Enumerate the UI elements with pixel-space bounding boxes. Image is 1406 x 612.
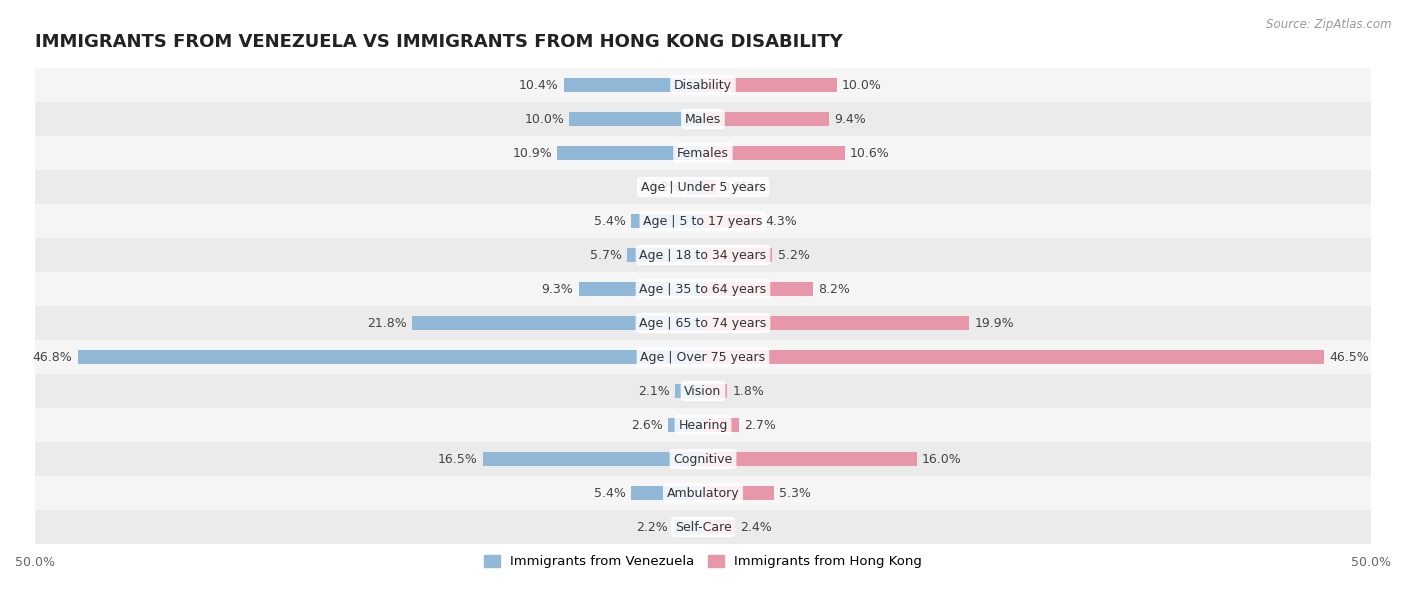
- Text: 5.4%: 5.4%: [593, 215, 626, 228]
- Bar: [703, 350, 1324, 364]
- Text: Vision: Vision: [685, 384, 721, 398]
- Text: 10.4%: 10.4%: [519, 78, 558, 92]
- Text: 5.2%: 5.2%: [778, 248, 810, 261]
- Bar: [703, 180, 716, 194]
- Text: 2.1%: 2.1%: [638, 384, 669, 398]
- Text: 5.3%: 5.3%: [779, 487, 811, 499]
- Text: Age | 65 to 74 years: Age | 65 to 74 years: [640, 316, 766, 329]
- Text: Disability: Disability: [673, 78, 733, 92]
- Text: 9.4%: 9.4%: [834, 113, 866, 125]
- Bar: [77, 350, 703, 364]
- Text: Age | 5 to 17 years: Age | 5 to 17 years: [644, 215, 762, 228]
- Bar: [703, 248, 772, 262]
- Text: 1.8%: 1.8%: [733, 384, 765, 398]
- Text: Cognitive: Cognitive: [673, 452, 733, 466]
- Text: 8.2%: 8.2%: [818, 283, 849, 296]
- Bar: [557, 146, 703, 160]
- Bar: [35, 340, 1371, 374]
- Bar: [569, 112, 703, 126]
- Bar: [35, 306, 1371, 340]
- Text: 21.8%: 21.8%: [367, 316, 406, 329]
- Bar: [482, 452, 703, 466]
- Legend: Immigrants from Venezuela, Immigrants from Hong Kong: Immigrants from Venezuela, Immigrants fr…: [478, 550, 928, 573]
- Bar: [703, 384, 727, 398]
- Bar: [668, 418, 703, 432]
- Bar: [703, 452, 917, 466]
- Text: 4.3%: 4.3%: [766, 215, 797, 228]
- Text: 0.95%: 0.95%: [721, 181, 761, 193]
- Text: Age | 35 to 64 years: Age | 35 to 64 years: [640, 283, 766, 296]
- Bar: [703, 78, 837, 92]
- Text: 5.4%: 5.4%: [593, 487, 626, 499]
- Bar: [703, 486, 773, 500]
- Text: 10.0%: 10.0%: [524, 113, 564, 125]
- Bar: [703, 418, 740, 432]
- Text: Ambulatory: Ambulatory: [666, 487, 740, 499]
- Bar: [35, 136, 1371, 170]
- Bar: [703, 112, 828, 126]
- Text: IMMIGRANTS FROM VENEZUELA VS IMMIGRANTS FROM HONG KONG DISABILITY: IMMIGRANTS FROM VENEZUELA VS IMMIGRANTS …: [35, 34, 842, 51]
- Text: Age | 18 to 34 years: Age | 18 to 34 years: [640, 248, 766, 261]
- Bar: [564, 78, 703, 92]
- Text: 2.6%: 2.6%: [631, 419, 662, 431]
- Bar: [631, 214, 703, 228]
- Text: 10.0%: 10.0%: [842, 78, 882, 92]
- Bar: [627, 248, 703, 262]
- Bar: [35, 68, 1371, 102]
- Text: 19.9%: 19.9%: [974, 316, 1014, 329]
- Bar: [579, 282, 703, 296]
- Text: 16.5%: 16.5%: [437, 452, 477, 466]
- Bar: [35, 102, 1371, 136]
- Text: Females: Females: [678, 146, 728, 160]
- Text: 46.8%: 46.8%: [32, 351, 72, 364]
- Text: 46.5%: 46.5%: [1330, 351, 1369, 364]
- Text: 2.7%: 2.7%: [744, 419, 776, 431]
- Text: 2.4%: 2.4%: [741, 521, 772, 534]
- Bar: [675, 384, 703, 398]
- Bar: [35, 272, 1371, 306]
- Text: 5.7%: 5.7%: [589, 248, 621, 261]
- Bar: [35, 476, 1371, 510]
- Bar: [703, 282, 813, 296]
- Text: Self-Care: Self-Care: [675, 521, 731, 534]
- Bar: [35, 204, 1371, 238]
- Text: Source: ZipAtlas.com: Source: ZipAtlas.com: [1267, 18, 1392, 31]
- Text: 10.9%: 10.9%: [512, 146, 553, 160]
- Text: Age | Under 5 years: Age | Under 5 years: [641, 181, 765, 193]
- Bar: [703, 520, 735, 534]
- Bar: [35, 408, 1371, 442]
- Text: Age | Over 75 years: Age | Over 75 years: [641, 351, 765, 364]
- Text: 16.0%: 16.0%: [922, 452, 962, 466]
- Text: Hearing: Hearing: [678, 419, 728, 431]
- Bar: [703, 214, 761, 228]
- Text: 1.2%: 1.2%: [650, 181, 682, 193]
- Bar: [35, 442, 1371, 476]
- Text: Males: Males: [685, 113, 721, 125]
- Bar: [35, 374, 1371, 408]
- Bar: [35, 238, 1371, 272]
- Bar: [673, 520, 703, 534]
- Bar: [35, 170, 1371, 204]
- Text: 9.3%: 9.3%: [541, 283, 574, 296]
- Bar: [688, 180, 703, 194]
- Text: 10.6%: 10.6%: [851, 146, 890, 160]
- Bar: [703, 316, 969, 330]
- Bar: [631, 486, 703, 500]
- Bar: [412, 316, 703, 330]
- Bar: [703, 146, 845, 160]
- Bar: [35, 510, 1371, 544]
- Text: 2.2%: 2.2%: [637, 521, 668, 534]
